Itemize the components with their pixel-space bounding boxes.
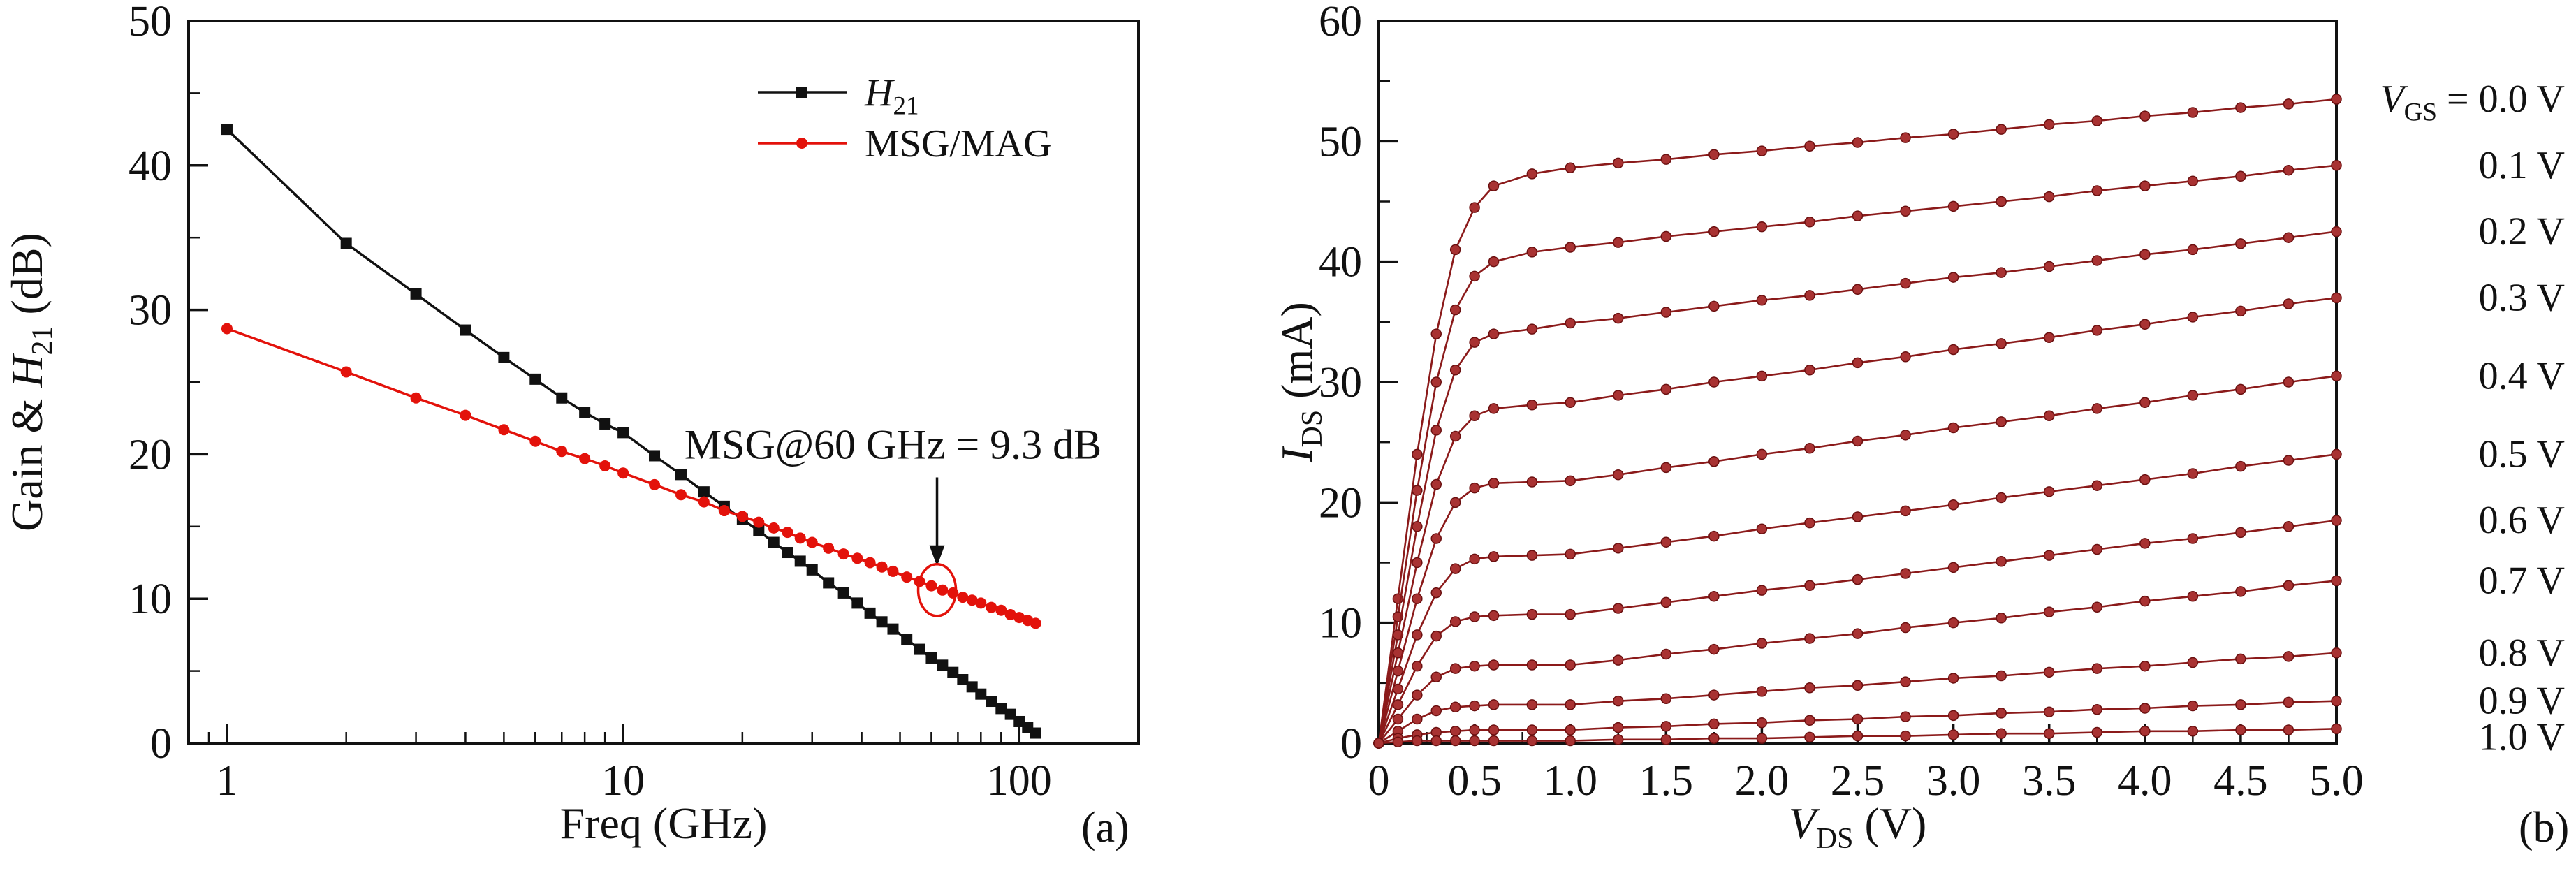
svg-text:4.0: 4.0 xyxy=(2118,757,2172,805)
svg-text:30: 30 xyxy=(1319,359,1362,407)
svg-text:1.0: 1.0 xyxy=(1543,757,1597,805)
panel-a-tag: (a) xyxy=(1081,804,1129,851)
vgs-labels: VGS = 0.0 V 0.1 V 0.2 V 0.3 V 0.4 V 0.5 V 0.6 … xyxy=(2380,78,2565,759)
ids-curve-vgs-10 xyxy=(1373,723,2342,749)
ids-curve-vgs-00 xyxy=(1373,94,2342,749)
svg-text:0: 0 xyxy=(150,720,172,768)
svg-text:10: 10 xyxy=(129,576,172,623)
svg-text:30: 30 xyxy=(129,287,172,335)
svg-text:IDS (mA): IDS (mA) xyxy=(1272,302,1329,463)
svg-text:10: 10 xyxy=(601,757,645,805)
svg-text:0.9 V: 0.9 V xyxy=(2479,680,2565,723)
svg-text:20: 20 xyxy=(129,431,172,478)
svg-text:1.5: 1.5 xyxy=(1639,757,1694,805)
svg-text:100: 100 xyxy=(987,757,1052,805)
svg-text:0.4 V: 0.4 V xyxy=(2479,354,2565,397)
ids-curve-vgs-07 xyxy=(1373,575,2342,749)
svg-text:MSG@60 GHz = 9.3 dB: MSG@60 GHz = 9.3 dB xyxy=(685,422,1102,468)
svg-text:VGS = 0.0 V: VGS = 0.0 V xyxy=(2380,78,2565,126)
annotation-msg-60ghz: MSG@60 GHz = 9.3 dB xyxy=(685,422,1102,617)
svg-text:0.5 V: 0.5 V xyxy=(2479,432,2565,476)
svg-text:5.0: 5.0 xyxy=(2309,757,2364,805)
svg-text:H21: H21 xyxy=(864,71,919,120)
axes-panel-b: 0 0.5 1.0 1.5 2.0 2.5 3.0 3.5 4.0 4.5 5.0 0 10 20 30 40… xyxy=(1272,0,2364,855)
svg-text:0.3 V: 0.3 V xyxy=(2479,276,2565,319)
axes-panel-a: 1 10 100 0 10 20 30 40 50 Freq (GHz) Gain & H21 (d… xyxy=(2,0,1140,848)
ids-curve-vgs-04 xyxy=(1373,370,2342,749)
svg-text:Freq (GHz): Freq (GHz) xyxy=(560,798,768,848)
svg-text:0.2 V: 0.2 V xyxy=(2479,210,2565,254)
svg-text:2.0: 2.0 xyxy=(1735,757,1790,805)
chart-output-characteristics: 0 0.5 1.0 1.5 2.0 2.5 3.0 3.5 4.0 4.5 5.0 0 10 20 30 40… xyxy=(1272,0,2565,855)
svg-text:2.5: 2.5 xyxy=(1831,757,1885,805)
svg-text:MSG/MAG: MSG/MAG xyxy=(865,122,1052,166)
svg-text:0: 0 xyxy=(1340,720,1362,768)
ids-curve-vgs-08 xyxy=(1373,647,2342,749)
svg-text:1.0 V: 1.0 V xyxy=(2479,716,2565,759)
svg-text:3.0: 3.0 xyxy=(1926,757,1981,805)
series-msg-mag xyxy=(221,323,1041,629)
ids-curve-vgs-06 xyxy=(1373,515,2342,749)
svg-text:10: 10 xyxy=(1319,600,1362,647)
svg-text:Gain & H21 (dB): Gain & H21 (dB) xyxy=(2,233,59,532)
chart-gain-vs-frequency: 1 10 100 0 10 20 30 40 50 Freq (GHz) Gain & H21 (d… xyxy=(2,0,1140,848)
svg-text:4.5: 4.5 xyxy=(2213,757,2268,805)
svg-text:50: 50 xyxy=(1319,118,1362,166)
svg-text:0.5: 0.5 xyxy=(1447,757,1502,805)
panel-b-tag: (b) xyxy=(2519,804,2570,851)
svg-text:3.5: 3.5 xyxy=(2022,757,2077,805)
svg-text:0.8 V: 0.8 V xyxy=(2479,631,2565,675)
svg-text:0.1 V: 0.1 V xyxy=(2479,144,2565,187)
ids-curve-vgs-02 xyxy=(1373,226,2342,749)
svg-text:0.6 V: 0.6 V xyxy=(2479,499,2565,542)
series-h21 xyxy=(221,124,1041,739)
svg-text:20: 20 xyxy=(1319,479,1362,527)
svg-text:1: 1 xyxy=(216,757,237,805)
svg-text:40: 40 xyxy=(129,142,172,190)
svg-text:VDS (V): VDS (V) xyxy=(1789,798,1927,855)
svg-text:0: 0 xyxy=(1368,757,1390,805)
svg-text:50: 50 xyxy=(129,0,172,45)
svg-text:60: 60 xyxy=(1319,0,1362,45)
svg-text:0.7 V: 0.7 V xyxy=(2479,559,2565,602)
svg-text:40: 40 xyxy=(1319,239,1362,286)
